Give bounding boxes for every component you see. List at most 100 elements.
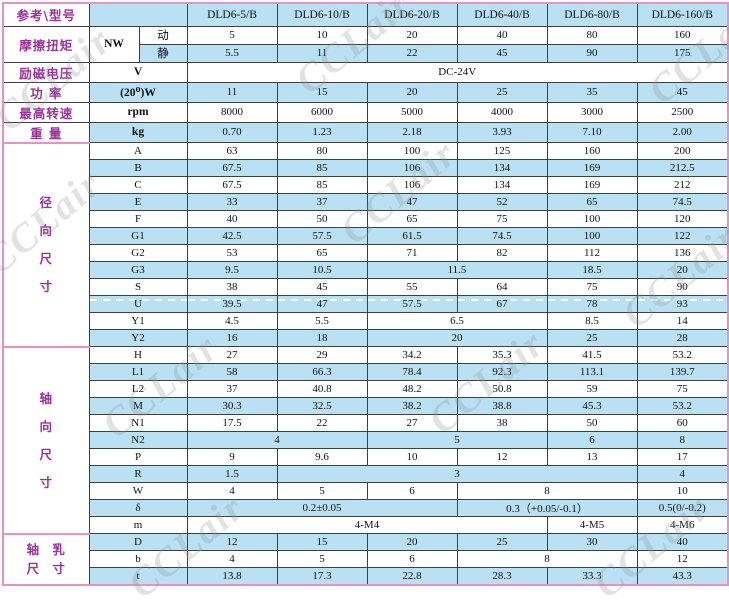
value-cell: 200 — [636, 142, 729, 160]
value-cell: 4 — [186, 482, 278, 500]
table-row: 最高转速 rpm 8000 6000 5000 4000 3000 2500 — [2, 101, 729, 123]
value-cell: 22 — [276, 414, 368, 432]
value-cell: 134 — [456, 159, 548, 177]
row-label-power: 功 率 — [2, 81, 90, 103]
corner-label: 参考\型号 — [2, 2, 90, 27]
value-cell: 11 — [186, 81, 278, 103]
value-cell: 169 — [546, 159, 638, 177]
table-row: F 40 50 65 75 100 120 — [3, 210, 729, 228]
value-cell: 27 — [186, 346, 278, 364]
value-cell: 32.5 — [276, 397, 368, 415]
value-cell: 45 — [276, 278, 368, 296]
value-cell: 4 — [186, 431, 368, 449]
group-label-axial-dimensions: 轴向尺寸 — [2, 345, 90, 534]
value-cell: 6000 — [276, 101, 368, 123]
table-row: L2 37 40.8 48.2 50.8 59 75 — [3, 380, 729, 398]
dim-cell: N1 — [88, 414, 188, 432]
value-cell: 4 — [636, 465, 729, 483]
header-spacer-cell — [88, 2, 188, 27]
value-cell: 37 — [186, 380, 278, 398]
value-cell: 75 — [636, 380, 729, 398]
value-cell: 6 — [366, 482, 458, 500]
value-cell: 112 — [546, 244, 638, 262]
value-cell: 85 — [276, 159, 368, 177]
value-cell: 42.5 — [186, 227, 278, 245]
value-cell: 14 — [636, 312, 729, 330]
table-row: b 4 5 6 8 12 — [3, 550, 729, 568]
value-cell: 5.5 — [276, 312, 368, 330]
dim-cell: D — [88, 533, 188, 551]
model-header: DLD6-40/B — [456, 2, 548, 27]
value-cell: 34.2 — [366, 346, 458, 364]
value-cell: 22.8 — [366, 567, 458, 585]
value-cell: 5000 — [366, 101, 458, 123]
value-cell: 9.5 — [186, 261, 278, 279]
value-cell: 2.18 — [366, 121, 458, 143]
value-cell: 8 — [456, 550, 638, 568]
table-row: 轴向尺寸 H 27 29 34.2 35.3 41.5 53.2 — [2, 345, 729, 534]
value-cell: 90 — [546, 43, 638, 63]
value-cell: 16 — [186, 329, 278, 347]
dim-cell: Y1 — [88, 312, 188, 330]
value-cell: 7.10 — [546, 121, 638, 143]
unit-label: kg — [88, 121, 188, 143]
value-cell: 47 — [366, 193, 458, 211]
value-cell: 74.5 — [636, 193, 729, 211]
value-cell: 139.7 — [636, 363, 729, 381]
value-cell: 12 — [636, 550, 729, 568]
unit-label: V — [88, 61, 188, 83]
value-cell: 75 — [546, 278, 638, 296]
value-cell: 0.70 — [186, 121, 278, 143]
value-cell: 60 — [636, 414, 729, 432]
value-cell: 5 — [186, 25, 278, 45]
value-cell: 28 — [636, 329, 729, 347]
value-cell: 92.3 — [456, 363, 548, 381]
value-cell: 4 — [186, 550, 278, 568]
table-row: U 39.5 47 57.5 67 78 93 — [3, 295, 729, 313]
value-cell: 0.5(0/-0.2) — [636, 499, 729, 517]
value-cell: 35 — [546, 81, 638, 103]
table-row: C 67.5 85 106 134 169 212 — [3, 176, 729, 194]
value-cell: 50 — [276, 210, 368, 228]
value-cell: 1.5 — [186, 465, 278, 483]
table-row: m 4-M4 4-M5 4-M6 — [3, 516, 729, 534]
table-row: t 13.8 17.3 22.8 28.3 33.3 43.3 — [3, 567, 729, 585]
value-cell: 11.5 — [366, 261, 548, 279]
value-cell: 57.5 — [276, 227, 368, 245]
dim-cell: B — [88, 159, 188, 177]
value-cell: 10 — [366, 448, 458, 466]
dim-cell: R — [88, 465, 188, 483]
value-cell: 52 — [456, 193, 548, 211]
value-cell: 100 — [546, 227, 638, 245]
model-header: DLD6-80/B — [546, 2, 638, 27]
value-cell: 18 — [276, 329, 368, 347]
value-cell: 5 — [276, 482, 368, 500]
value-cell: 8 — [456, 482, 638, 500]
value-cell: 4-M4 — [186, 516, 548, 534]
table-row: δ 0.2±0.05 0.3（+0.05/-0.1） 0.5(0/-0.2) — [3, 499, 729, 517]
value-cell: 113.1 — [546, 363, 638, 381]
row-label-friction-torque: 摩擦扭矩 — [2, 25, 90, 63]
value-cell: 40 — [186, 210, 278, 228]
value-cell: 5 — [366, 431, 548, 449]
value-cell: 17.5 — [186, 414, 278, 432]
value-cell: 10.5 — [276, 261, 368, 279]
value-cell: 61.5 — [366, 227, 458, 245]
value-cell: 40 — [636, 533, 729, 551]
sub-label-dynamic: 动 — [138, 25, 188, 45]
dim-cell: W — [88, 482, 188, 500]
value-cell: 45 — [636, 81, 729, 103]
table-row: L1 58 66.3 78.4 92.3 113.1 139.7 — [3, 363, 729, 381]
value-cell: 6 — [546, 431, 638, 449]
value-cell: 58 — [186, 363, 278, 381]
value-cell: 5.5 — [186, 43, 278, 63]
value-cell: 45 — [456, 43, 548, 63]
value-cell: 80 — [276, 142, 368, 160]
model-header: DLD6-5/B — [186, 2, 278, 27]
value-cell: 75 — [456, 210, 548, 228]
value-cell: 20 — [366, 81, 458, 103]
value-cell: 40.8 — [276, 380, 368, 398]
spec-table: 参考\型号 DLD6-5/B DLD6-10/B DLD6-20/B DLD6-40/B… — [2, 2, 729, 586]
value-cell: 18.5 — [546, 261, 638, 279]
